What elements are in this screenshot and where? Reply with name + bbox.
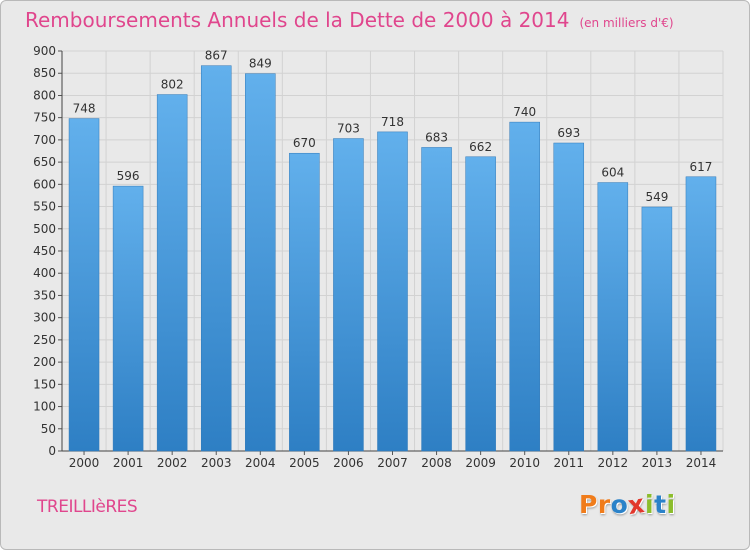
x-tick-label: 2002 — [157, 456, 188, 470]
bar-2010 — [509, 121, 540, 452]
x-tick-label: 2012 — [598, 456, 629, 470]
bar-2006 — [333, 138, 364, 452]
value-label-2014: 617 — [690, 160, 713, 174]
x-tick-label: 2013 — [642, 456, 673, 470]
x-tick-label: 2001 — [113, 456, 144, 470]
value-label-2006: 703 — [337, 122, 360, 136]
y-tick-label: 0 — [48, 444, 56, 458]
y-tick-label: 100 — [33, 400, 56, 414]
x-tick-label: 2010 — [509, 456, 540, 470]
value-labels: 748 596 802 867 849 670 703 718 683 662 740 693 604 5… — [73, 49, 713, 204]
y-tick-label: 250 — [33, 333, 56, 347]
x-tick-label: 2004 — [245, 456, 276, 470]
x-tick-label: 2006 — [333, 456, 364, 470]
bar-2008 — [421, 147, 452, 452]
logo-letter: x — [626, 488, 647, 521]
bar-2004 — [245, 73, 276, 452]
logo-letter: o — [610, 490, 629, 519]
chart-title: Remboursements Annuels de la Dette de 20… — [25, 8, 570, 32]
x-tick-label: 2003 — [201, 456, 232, 470]
bar-2000 — [68, 118, 100, 452]
value-label-2009: 662 — [469, 140, 492, 154]
y-tick-label: 550 — [33, 200, 56, 214]
value-label-2001: 596 — [117, 169, 140, 183]
commune-name: TREILLIèRES — [37, 497, 138, 517]
y-tick-label: 850 — [33, 66, 56, 80]
x-tick-label: 2005 — [289, 456, 320, 470]
bar-2009 — [465, 156, 496, 452]
bar-2013 — [641, 206, 673, 452]
y-tick-label: 800 — [33, 88, 56, 102]
bar-2007 — [377, 131, 408, 452]
logo-letter: i — [666, 490, 676, 519]
value-label-2007: 718 — [381, 115, 404, 129]
x-tick-label: 2008 — [421, 456, 452, 470]
value-label-2003: 867 — [205, 49, 228, 63]
y-tick-label: 300 — [33, 311, 56, 325]
bar-2001 — [112, 185, 144, 452]
x-tick-label: 2014 — [686, 456, 717, 470]
value-label-2011: 693 — [557, 126, 580, 140]
bar-2014 — [685, 176, 717, 452]
y-tick-label: 900 — [33, 44, 56, 58]
bar-2005 — [289, 152, 320, 452]
value-label-2012: 604 — [601, 166, 624, 180]
y-tick-label: 600 — [33, 177, 56, 191]
logo-letter: P — [579, 490, 598, 519]
value-label-2013: 549 — [645, 190, 668, 204]
y-tick-label: 150 — [33, 377, 56, 391]
bar-2012 — [597, 182, 629, 452]
value-label-2008: 683 — [425, 130, 448, 144]
y-tick-label: 350 — [33, 288, 56, 302]
chart-title-block: Remboursements Annuels de la Dette de 20… — [25, 8, 674, 32]
proxiti-logo: Proxiti — [579, 488, 676, 521]
y-tick-label: 50 — [41, 422, 56, 436]
x-tick-label: 2000 — [69, 456, 100, 470]
y-tick-label: 700 — [33, 133, 56, 147]
y-tick-label: 400 — [33, 266, 56, 280]
x-tick-label: 2007 — [377, 456, 408, 470]
x-tick-label: 2011 — [553, 456, 584, 470]
axes: 0 50 100 150 200 250 300 350 400 450 500 550 600 650 7… — [33, 44, 723, 470]
logo-letter: r — [597, 490, 611, 519]
logo-letter: i — [645, 490, 655, 519]
value-label-2005: 670 — [293, 136, 316, 150]
value-label-2000: 748 — [73, 102, 96, 116]
y-tick-label: 650 — [33, 155, 56, 169]
value-label-2004: 849 — [249, 57, 272, 71]
y-tick-label: 500 — [33, 222, 56, 236]
bar-2011 — [553, 142, 585, 452]
bars — [68, 65, 717, 452]
logo-letter: t — [654, 490, 667, 519]
chart-subtitle: (en milliers d'€) — [579, 16, 674, 30]
bar-2003 — [200, 65, 232, 452]
value-label-2002: 802 — [161, 78, 184, 92]
y-tick-label: 200 — [33, 355, 56, 369]
value-label-2010: 740 — [513, 105, 536, 119]
y-tick-label: 750 — [33, 111, 56, 125]
bar-2002 — [156, 94, 188, 452]
x-tick-label: 2009 — [465, 456, 496, 470]
y-tick-label: 450 — [33, 244, 56, 258]
